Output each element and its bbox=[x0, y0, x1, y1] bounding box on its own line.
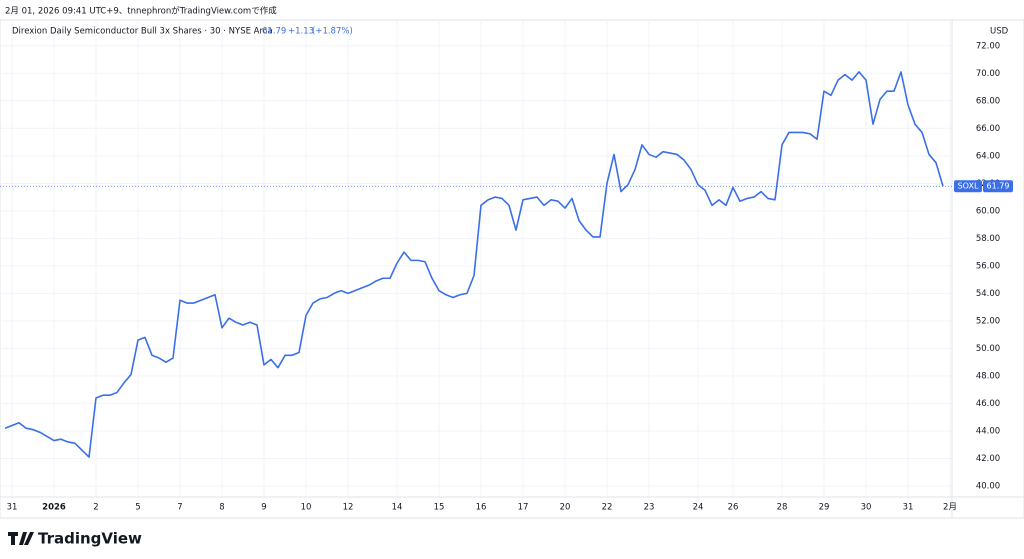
symbol-tag bbox=[954, 180, 982, 193]
y-tick-label: 44.00 bbox=[976, 426, 1000, 436]
y-tick-label: 48.00 bbox=[976, 371, 1000, 381]
x-tick-label: 23 bbox=[644, 503, 655, 513]
y-tick-label: 42.00 bbox=[976, 454, 1000, 464]
x-tick-label: 9 bbox=[261, 503, 266, 513]
y-tick-label: 68.00 bbox=[976, 96, 1000, 106]
x-tick-label: 16 bbox=[476, 503, 487, 513]
x-tick-label: 28 bbox=[777, 503, 788, 513]
x-tick-label: 29 bbox=[819, 503, 830, 513]
price-tag-label: 61.79 bbox=[987, 182, 1010, 191]
x-tick-label: 2月 bbox=[943, 503, 957, 513]
y-tick-label: 70.00 bbox=[976, 69, 1000, 79]
frame bbox=[0, 19, 1024, 519]
chart-title: Direxion Daily Semiconductor Bull 3x Sha… bbox=[12, 27, 273, 37]
x-tick-label: 2 bbox=[93, 503, 98, 513]
x-tick-label: 2026 bbox=[42, 503, 66, 513]
change: +1.13 bbox=[288, 27, 314, 37]
y-tick-label: 64.00 bbox=[976, 151, 1000, 161]
price-line bbox=[4, 71, 944, 458]
x-tick-label: 30 bbox=[861, 503, 872, 513]
y-tick-label: 58.00 bbox=[976, 234, 1000, 244]
currency: USD bbox=[990, 27, 1009, 37]
x-tick-label: 12 bbox=[343, 503, 354, 513]
x-tick-label: 5 bbox=[135, 503, 140, 513]
x-tick-label: 7 bbox=[177, 503, 182, 513]
symbol-label: SOXL bbox=[958, 182, 979, 191]
last-price: 61.79 bbox=[262, 27, 286, 37]
x-tick-label: 31 bbox=[7, 503, 18, 513]
x-tick-label: 31 bbox=[903, 503, 914, 513]
x-tick-label: 17 bbox=[518, 503, 529, 513]
x-tick-label: 8 bbox=[219, 503, 224, 513]
x-tick-label: 26 bbox=[728, 503, 739, 513]
x-tick-label: 15 bbox=[434, 503, 445, 513]
price-tag bbox=[983, 180, 1013, 193]
y-tick-label: 46.00 bbox=[976, 399, 1000, 409]
logo-icon bbox=[8, 532, 34, 545]
y-tick-label: 72.00 bbox=[976, 41, 1000, 51]
x-tick-label: 24 bbox=[693, 503, 704, 513]
y-tick-label: 54.00 bbox=[976, 289, 1000, 299]
logo: TradingView bbox=[8, 530, 142, 548]
y-tick-label: 66.00 bbox=[976, 124, 1000, 134]
created-note: 2月 01, 2026 09:41 UTC+9、tnnephronがTradin… bbox=[5, 6, 277, 17]
y-tick-label: 50.00 bbox=[976, 344, 1000, 354]
change-pct: (+1.87%) bbox=[312, 27, 353, 37]
x-tick-label: 14 bbox=[392, 503, 403, 513]
y-tick-label: 40.00 bbox=[976, 481, 1000, 491]
x-tick-label: 20 bbox=[560, 503, 571, 513]
x-tick-label: 10 bbox=[301, 503, 312, 513]
brand: TradingView bbox=[38, 530, 142, 548]
y-tick-label: 52.00 bbox=[976, 316, 1000, 326]
y-tick-label: 56.00 bbox=[976, 261, 1000, 271]
y-tick-label: 60.00 bbox=[976, 206, 1000, 216]
x-tick-label: 22 bbox=[602, 503, 613, 513]
